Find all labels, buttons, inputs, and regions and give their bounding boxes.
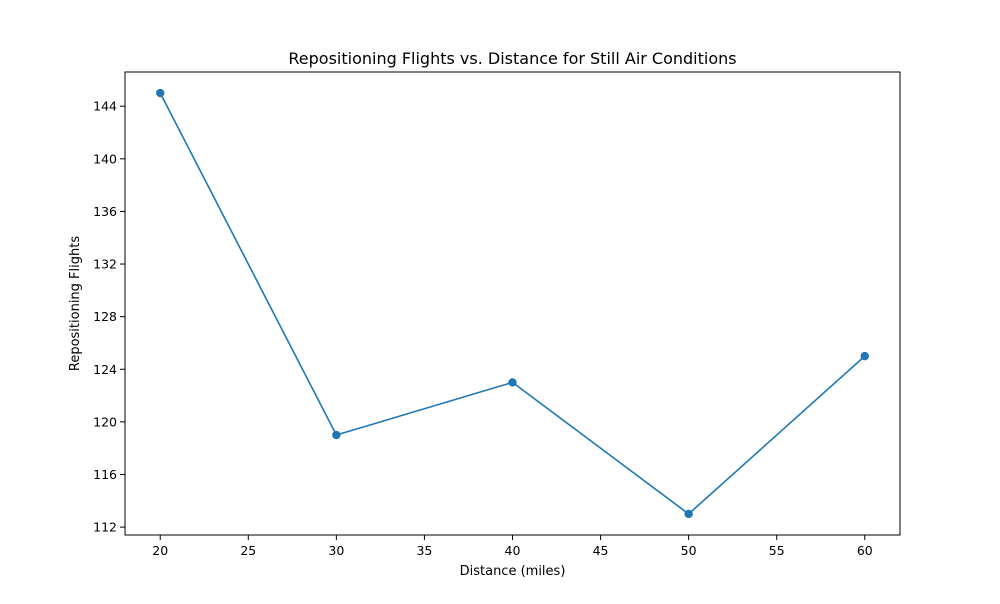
- x-tick-label: 25: [240, 543, 256, 558]
- data-point: [156, 88, 165, 98]
- x-tick-label: 30: [328, 543, 344, 558]
- data-point: [860, 351, 869, 361]
- x-axis-ticks: 20 25 30 35 40 45 50 55 60: [152, 535, 873, 558]
- x-tick-label: 60: [857, 543, 873, 558]
- data-point: [332, 430, 341, 440]
- y-tick-label: 136: [93, 204, 117, 219]
- y-tick-label: 112: [93, 520, 117, 535]
- chart-title: Repositioning Flights vs. Distance for S…: [288, 49, 736, 68]
- x-tick-label: 20: [152, 543, 168, 558]
- x-axis-label: Distance (miles): [460, 564, 566, 579]
- y-tick-label: 140: [93, 151, 117, 166]
- x-tick-label: 55: [769, 543, 785, 558]
- x-tick-label: 40: [505, 543, 521, 558]
- x-tick-label: 45: [593, 543, 609, 558]
- y-tick-label: 120: [93, 414, 117, 429]
- y-axis-ticks: 112 116 120 124 128 132 136 140 144: [93, 99, 125, 535]
- data-point: [684, 509, 693, 519]
- y-tick-label: 132: [93, 257, 117, 272]
- series-line: [159, 92, 866, 515]
- y-tick-label: 128: [93, 309, 117, 324]
- y-axis-label: Repositioning Flights: [68, 236, 83, 371]
- series-layer: [156, 88, 869, 519]
- y-tick-label: 116: [93, 467, 117, 482]
- y-tick-label: 144: [93, 99, 117, 114]
- x-tick-label: 35: [416, 543, 432, 558]
- x-tick-label: 50: [681, 543, 697, 558]
- data-point: [508, 378, 517, 387]
- y-tick-label: 124: [93, 362, 117, 377]
- plot-area-frame: [124, 71, 901, 536]
